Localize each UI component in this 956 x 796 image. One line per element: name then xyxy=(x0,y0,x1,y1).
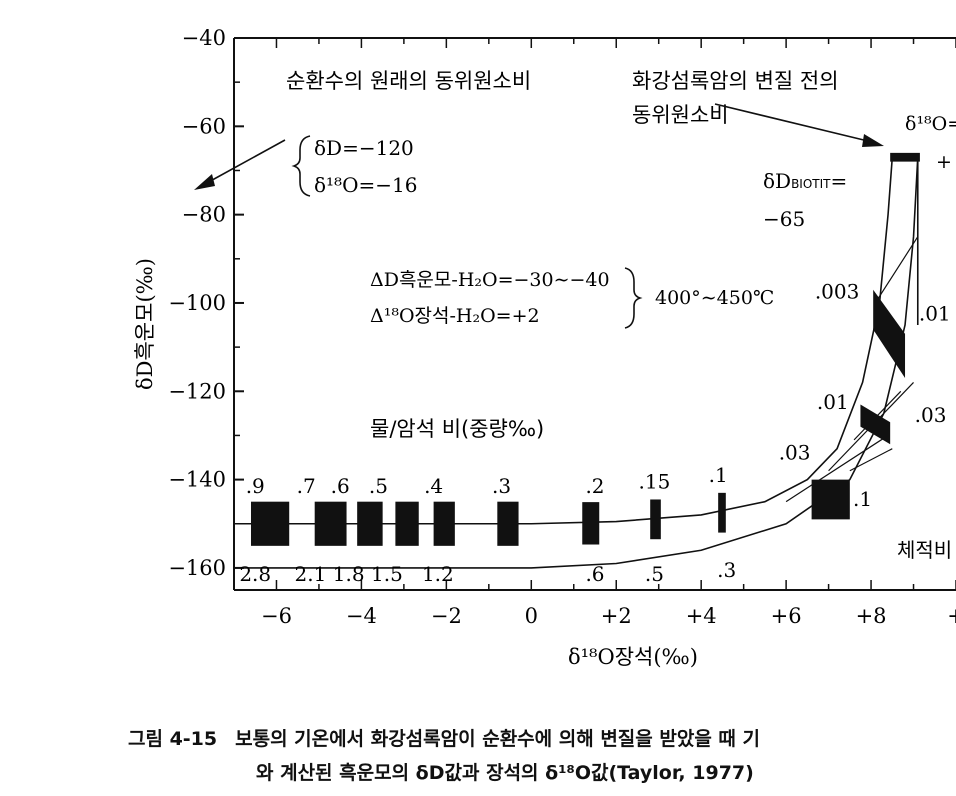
y-axis-label: δD흑운모(‰) xyxy=(133,258,157,390)
caption-line-2: 와 계산된 흑운모의 δD값과 장석의 δ¹⁸O값(Taylor, 1977) xyxy=(256,762,754,784)
ratio-band xyxy=(314,501,347,546)
top-ratio-label: .1 xyxy=(709,463,728,487)
top-ratio-label: .4 xyxy=(424,474,443,498)
isoline xyxy=(849,448,893,472)
top-ratio-label: .01 xyxy=(817,390,849,414)
top-ratio-label: .9 xyxy=(246,474,265,498)
original-arrow-head xyxy=(194,174,215,190)
ratio-band xyxy=(582,502,600,545)
x-tick-label: +4 xyxy=(686,604,717,628)
isoline xyxy=(874,236,919,304)
fractionation-brace xyxy=(624,267,643,329)
granite-label-2: 동위원소비 xyxy=(632,103,729,127)
bottom-ratio-label: 2.8 xyxy=(239,562,271,586)
top-ratio-label: .2 xyxy=(585,474,604,498)
x-tick-label: + xyxy=(947,604,956,628)
x-axis-label: δ¹⁸O장석(‰) xyxy=(568,645,698,669)
granite-arrow-head xyxy=(862,134,884,147)
fractionation-dD: ΔD흑운모-H₂O=−30∼−40 xyxy=(370,269,610,291)
series-line-1 xyxy=(234,157,919,569)
ratio-band xyxy=(395,501,419,546)
caption-label: 그림 4-15 xyxy=(128,728,218,750)
temperature-label: 400°∼450℃ xyxy=(655,287,774,309)
original-brace xyxy=(291,135,311,197)
bottom-ratio-label: .03 xyxy=(915,403,947,427)
figure-caption: 그림 4-15 보통의 기온에서 화강섬록암이 순환수에 의해 변질을 받았을 때… xyxy=(128,722,956,790)
x-tick-label: −2 xyxy=(431,604,462,628)
caption-text-1: 보통의 기온에서 화강섬록암이 순환수에 의해 변질을 받았을 때 기 xyxy=(235,728,761,750)
granite-label-1: 화강섬록암의 변질 전의 xyxy=(632,69,839,93)
caption-line-1: 그림 4-15 보통의 기온에서 화강섬록암이 순환수에 의해 변질을 받았을 때… xyxy=(128,722,956,756)
ratio-band xyxy=(250,501,290,546)
granite-arrow-line xyxy=(714,103,873,143)
volume-ratio-label: 체적비 xyxy=(897,538,952,562)
top-ratio-label: .5 xyxy=(369,474,388,498)
top-ratio-label: .3 xyxy=(492,474,511,498)
y-tick-label: −40 xyxy=(182,26,226,50)
bottom-ratio-label: 1.5 xyxy=(371,562,403,586)
original-ratio-label: 순환수의 원래의 동위원소비 xyxy=(286,69,531,93)
fractionation-d18O: Δ¹⁸O장석-H₂O=+2 xyxy=(370,305,540,327)
bottom-ratio-label: .01 xyxy=(919,302,951,326)
bottom-ratio-label: 2.1 xyxy=(295,562,327,586)
biotite-value: −65 xyxy=(763,207,805,231)
y-tick-label: −160 xyxy=(168,556,226,580)
bottom-ratio-label: 1.2 xyxy=(422,562,454,586)
bottom-ratio-label: .1 xyxy=(853,487,872,511)
x-tick-label: 0 xyxy=(525,604,538,628)
water-rock-label: 물/암석 비(중량‰) xyxy=(370,417,544,441)
bottom-ratio-label: .3 xyxy=(717,558,736,582)
y-tick-label: −80 xyxy=(182,203,226,227)
original-d18O: δ¹⁸O=−16 xyxy=(314,173,417,197)
ratio-band xyxy=(433,501,455,546)
y-tick-label: −140 xyxy=(168,468,226,492)
x-tick-label: +6 xyxy=(771,604,802,628)
x-tick-label: −4 xyxy=(346,604,377,628)
ratio-band xyxy=(357,501,383,546)
y-tick-label: −120 xyxy=(168,379,226,403)
d18o-cut-label: δ¹⁸O= xyxy=(905,113,956,135)
bands xyxy=(250,152,920,546)
ratio-band-tilted xyxy=(873,289,906,379)
ratio-band-tilted xyxy=(860,404,891,445)
ratio-band-tilted xyxy=(811,479,850,520)
top-ratio-label: .03 xyxy=(779,441,811,465)
top-ratio-label: .15 xyxy=(639,469,671,493)
x-tick-label: −6 xyxy=(261,604,292,628)
biotite-label: δDBIOTIT= xyxy=(763,169,847,193)
top-ratio-label: .7 xyxy=(297,474,316,498)
bottom-ratio-label: .5 xyxy=(645,562,664,586)
figure: −40 −60 −80 −100 −120 −140 −160 −6 −4 −2 0 +2 +4 +6 +8… xyxy=(133,26,956,669)
y-tick-label: −60 xyxy=(182,114,226,138)
axes: −40 −60 −80 −100 −120 −140 −160 −6 −4 −2 0 +2 +4 +6 +8… xyxy=(168,26,956,628)
ratio-band xyxy=(650,499,661,540)
bottom-ratio-label: .6 xyxy=(585,562,604,586)
original-arrow-line xyxy=(204,139,286,185)
x-tick-label: +8 xyxy=(856,604,887,628)
ratio-band-tilted xyxy=(890,152,920,162)
top-ratio-label: .6 xyxy=(331,474,350,498)
y-tick-label: −100 xyxy=(168,291,226,315)
ratio-band xyxy=(718,492,726,533)
top-ratio-label: .003 xyxy=(815,280,860,304)
ratio-band xyxy=(497,501,519,546)
bottom-ratio-label: 1.8 xyxy=(333,562,365,586)
plus-cut-label: + xyxy=(936,151,952,173)
isoline xyxy=(785,434,889,503)
original-dD: δD=−120 xyxy=(314,136,414,160)
x-tick-label: +2 xyxy=(601,604,632,628)
